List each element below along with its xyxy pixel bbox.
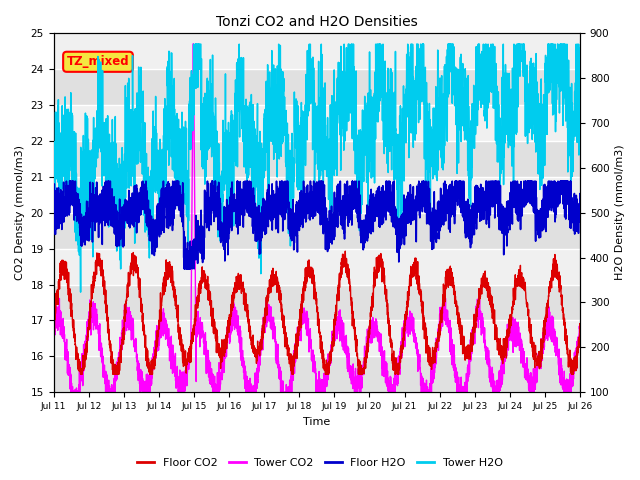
Bar xyxy=(54,213,580,249)
Bar xyxy=(54,69,580,105)
Bar xyxy=(54,285,580,321)
Bar xyxy=(54,321,580,356)
Bar xyxy=(54,105,580,141)
Bar xyxy=(54,141,580,177)
Bar xyxy=(54,33,580,69)
Y-axis label: CO2 Density (mmol/m3): CO2 Density (mmol/m3) xyxy=(15,145,25,280)
X-axis label: Time: Time xyxy=(303,417,330,427)
Title: Tonzi CO2 and H2O Densities: Tonzi CO2 and H2O Densities xyxy=(216,15,418,29)
Bar xyxy=(54,177,580,213)
Text: TZ_mixed: TZ_mixed xyxy=(67,55,129,68)
Legend: Floor CO2, Tower CO2, Floor H2O, Tower H2O: Floor CO2, Tower CO2, Floor H2O, Tower H… xyxy=(133,453,507,472)
Y-axis label: H2O Density (mmol/m3): H2O Density (mmol/m3) xyxy=(615,145,625,280)
Bar xyxy=(54,249,580,285)
Bar xyxy=(54,356,580,392)
